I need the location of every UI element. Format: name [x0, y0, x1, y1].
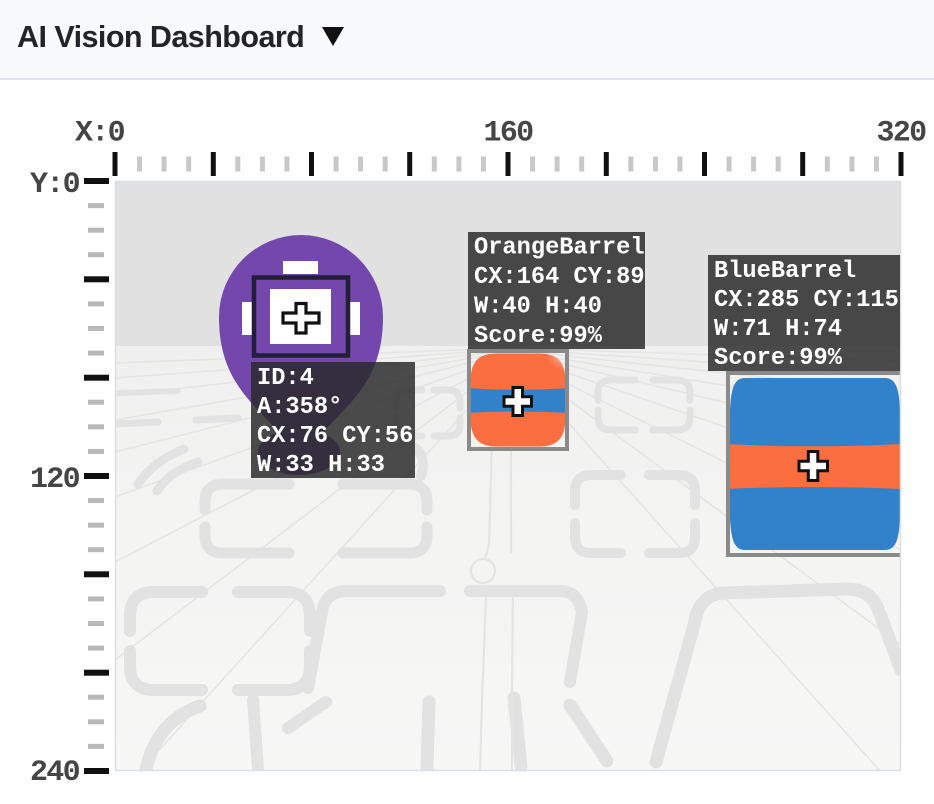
svg-text:CX:164 CY:89: CX:164 CY:89 [474, 264, 645, 291]
svg-text:320: 320 [877, 117, 927, 151]
svg-text:240: 240 [30, 756, 80, 790]
svg-text:Y:0: Y:0 [30, 168, 80, 202]
svg-text:OrangeBarrel: OrangeBarrel [474, 235, 645, 262]
svg-text:ID:4: ID:4 [257, 365, 314, 392]
svg-text:W:71 H:74: W:71 H:74 [714, 316, 842, 343]
svg-text:CX:76 CY:56: CX:76 CY:56 [257, 423, 413, 450]
svg-text:X:0: X:0 [75, 117, 125, 151]
svg-text:W:33 H:33: W:33 H:33 [257, 452, 385, 479]
svg-text:W:40 H:40: W:40 H:40 [474, 294, 602, 321]
svg-text:CX:285 CY:115: CX:285 CY:115 [714, 287, 899, 314]
svg-text:120: 120 [30, 463, 80, 497]
svg-text:BlueBarrel: BlueBarrel [714, 258, 856, 285]
svg-text:Score:99%: Score:99% [474, 323, 603, 350]
svg-text:Score:99%: Score:99% [714, 345, 843, 372]
svg-text:A:358°: A:358° [257, 394, 342, 421]
svg-text:160: 160 [484, 117, 534, 151]
